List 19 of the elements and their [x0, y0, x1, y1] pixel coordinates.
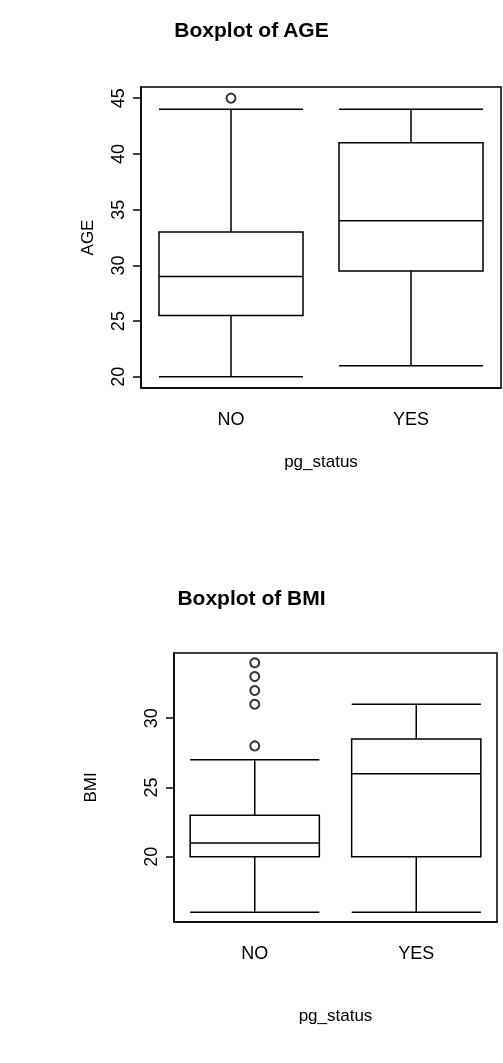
y-tick-label: 35 — [108, 199, 128, 220]
x-tick-label: YES — [392, 409, 430, 429]
y-tick-label: 20 — [108, 366, 128, 387]
x-tick-label: NO — [217, 409, 245, 429]
y-tick-label: 45 — [108, 88, 128, 109]
y-tick-label: 25 — [108, 311, 128, 332]
y-tick-label: 20 — [141, 846, 161, 867]
chart-title: Boxplot of BMI — [177, 586, 326, 609]
x-tick-label: NO — [241, 943, 269, 963]
y-tick-label: 25 — [141, 777, 161, 798]
chart-title: Boxplot of AGE — [174, 18, 329, 41]
x-axis-title: pg_status — [284, 452, 358, 471]
y-tick-label: 30 — [108, 255, 128, 276]
y-tick-label: 40 — [108, 143, 128, 164]
x-axis-title: pg_status — [298, 1006, 373, 1025]
x-tick-label: YES — [398, 943, 435, 963]
y-axis-title: AGE — [78, 219, 97, 256]
y-tick-label: 30 — [141, 708, 161, 729]
y-axis-title: BMI — [81, 772, 100, 803]
